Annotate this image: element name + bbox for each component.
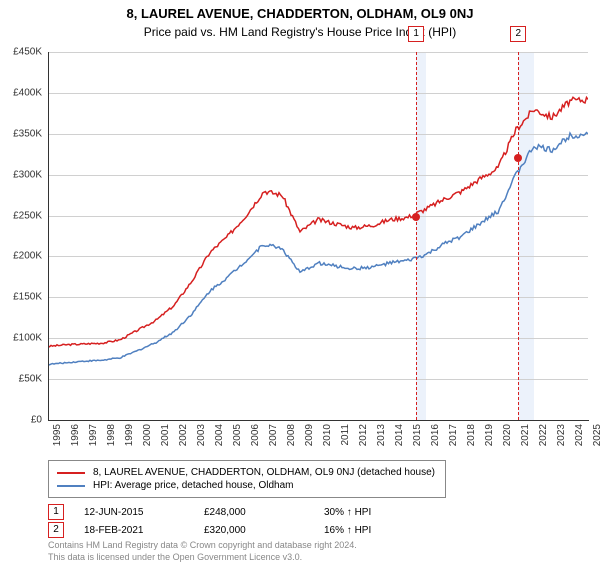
legend-item: HPI: Average price, detached house, Oldh… — [57, 480, 437, 491]
legend-swatch — [57, 472, 85, 474]
x-axis-label: 2016 — [430, 424, 441, 446]
x-axis-label: 2010 — [322, 424, 333, 446]
transaction-marker: 2 — [48, 522, 64, 538]
x-axis-label: 2012 — [358, 424, 369, 446]
transaction-row: 1 12-JUN-2015 £248,000 30% ↑ HPI — [48, 504, 444, 520]
legend-label: HPI: Average price, detached house, Oldh… — [93, 480, 294, 491]
x-axis-label: 2014 — [394, 424, 405, 446]
x-axis-label: 1998 — [106, 424, 117, 446]
transaction-price: £248,000 — [204, 507, 324, 518]
x-axis-label: 1997 — [88, 424, 99, 446]
y-axis-label: £200K — [13, 251, 42, 262]
gridline — [48, 420, 588, 421]
credit-line: Contains HM Land Registry data © Crown c… — [48, 540, 357, 552]
x-axis-label: 2006 — [250, 424, 261, 446]
marker-dash-line — [518, 52, 519, 420]
x-axis-label: 2023 — [556, 424, 567, 446]
marker-label-box: 1 — [408, 26, 424, 42]
x-axis-label: 2011 — [340, 424, 351, 446]
x-axis-label: 2024 — [574, 424, 585, 446]
x-axis-label: 2009 — [304, 424, 315, 446]
sale-point-dot — [514, 154, 522, 162]
x-axis-label: 1999 — [124, 424, 135, 446]
x-axis-label: 2002 — [178, 424, 189, 446]
x-axis-label: 2017 — [448, 424, 459, 446]
series-line-property — [48, 97, 588, 346]
transaction-row: 2 18-FEB-2021 £320,000 16% ↑ HPI — [48, 522, 444, 538]
x-axis-label: 2022 — [538, 424, 549, 446]
marker-dash-line — [416, 52, 417, 420]
legend-item: 8, LAUREL AVENUE, CHADDERTON, OLDHAM, OL… — [57, 467, 437, 478]
credit-line: This data is licensed under the Open Gov… — [48, 552, 357, 564]
legend: 8, LAUREL AVENUE, CHADDERTON, OLDHAM, OL… — [48, 460, 446, 498]
transaction-price: £320,000 — [204, 525, 324, 536]
x-axis-label: 2021 — [520, 424, 531, 446]
chart-title: 8, LAUREL AVENUE, CHADDERTON, OLDHAM, OL… — [0, 6, 600, 21]
y-axis-label: £450K — [13, 47, 42, 58]
x-axis-label: 1996 — [70, 424, 81, 446]
sale-point-dot — [412, 213, 420, 221]
y-axis-label: £350K — [13, 128, 42, 139]
x-axis-label: 2019 — [484, 424, 495, 446]
y-axis-label: £250K — [13, 210, 42, 221]
x-axis-label: 2004 — [214, 424, 225, 446]
x-axis-label: 2013 — [376, 424, 387, 446]
x-axis-label: 2018 — [466, 424, 477, 446]
y-axis-label: £150K — [13, 292, 42, 303]
x-axis-label: 2007 — [268, 424, 279, 446]
x-axis-label: 2005 — [232, 424, 243, 446]
x-axis-label: 2025 — [592, 424, 600, 446]
x-axis-label: 2008 — [286, 424, 297, 446]
y-axis-label: £0 — [31, 415, 42, 426]
y-axis-label: £300K — [13, 169, 42, 180]
transaction-date: 18-FEB-2021 — [84, 525, 204, 536]
y-axis-label: £100K — [13, 333, 42, 344]
marker-label-box: 2 — [510, 26, 526, 42]
legend-label: 8, LAUREL AVENUE, CHADDERTON, OLDHAM, OL… — [93, 467, 435, 478]
transaction-delta: 16% ↑ HPI — [324, 525, 444, 536]
x-axis-label: 2000 — [142, 424, 153, 446]
line-series-svg — [48, 52, 588, 420]
chart-plot-area: 12 £0£50K£100K£150K£200K£250K£300K£350K£… — [48, 52, 588, 420]
y-axis-label: £50K — [19, 374, 42, 385]
legend-swatch — [57, 485, 85, 487]
series-line-hpi — [48, 133, 588, 365]
x-axis-label: 2020 — [502, 424, 513, 446]
x-axis-label: 2003 — [196, 424, 207, 446]
y-axis-label: £400K — [13, 87, 42, 98]
transaction-date: 12-JUN-2015 — [84, 507, 204, 518]
transaction-marker: 1 — [48, 504, 64, 520]
transaction-delta: 30% ↑ HPI — [324, 507, 444, 518]
x-axis-label: 2015 — [412, 424, 423, 446]
x-axis-label: 1995 — [52, 424, 63, 446]
x-axis-label: 2001 — [160, 424, 171, 446]
